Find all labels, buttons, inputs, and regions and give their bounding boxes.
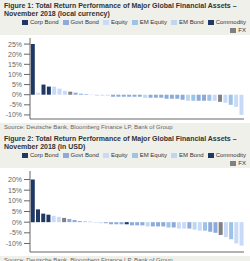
svg-text:-5%: -5% [10, 101, 22, 108]
html-text:Figure 1: Total Return Perform: Figure 1: Total Return Performance of Ma… [4, 2, 237, 17]
html-text:Equity: Equity [110, 19, 128, 25]
svg-text:25%: 25% [8, 41, 22, 48]
html-text:Source: Deutsche Bank, Bloombe: Source: Deutsche Bank, Bloomberg Finance… [4, 124, 173, 130]
svg-text:15%: 15% [8, 187, 22, 194]
html-text:Govt Bond: Govt Bond [70, 19, 99, 25]
svg-text:-10%: -10% [8, 111, 22, 118]
svg-text:-5%: -5% [10, 229, 22, 236]
svg-text:5%: 5% [12, 208, 22, 215]
svg-text:-10%: -10% [8, 240, 22, 247]
svg-text:15%: 15% [8, 61, 22, 68]
html-text:FX: FX [238, 27, 246, 33]
svg-text:0%: 0% [12, 219, 22, 226]
html-text:Govt Bond: Govt Bond [70, 152, 99, 158]
svg-text:10%: 10% [8, 71, 22, 78]
svg-text:0%: 0% [12, 91, 22, 98]
html-text:Equity: Equity [110, 152, 128, 158]
html-text:EM Bond: EM Bond [179, 19, 204, 25]
html-text:Corp Bond: Corp Bond [29, 19, 59, 25]
html-text:Figure 2: Total Return Perform: Figure 2: Total Return Performance of Ma… [4, 135, 237, 150]
html-text:Commodity: Commodity [215, 152, 246, 158]
svg-text:20%: 20% [8, 51, 22, 58]
svg-text:20%: 20% [8, 176, 22, 183]
html-text:Commodity: Commodity [215, 19, 246, 25]
svg-text:10%: 10% [8, 197, 22, 204]
html-text:FX: FX [238, 160, 246, 166]
svg-text:5%: 5% [12, 81, 22, 88]
html-text:EM Bond: EM Bond [179, 152, 204, 158]
html-text:EM Equity: EM Equity [139, 152, 167, 158]
html-text:EM Equity: EM Equity [139, 19, 167, 25]
html-text:Corp Bond: Corp Bond [29, 152, 59, 158]
